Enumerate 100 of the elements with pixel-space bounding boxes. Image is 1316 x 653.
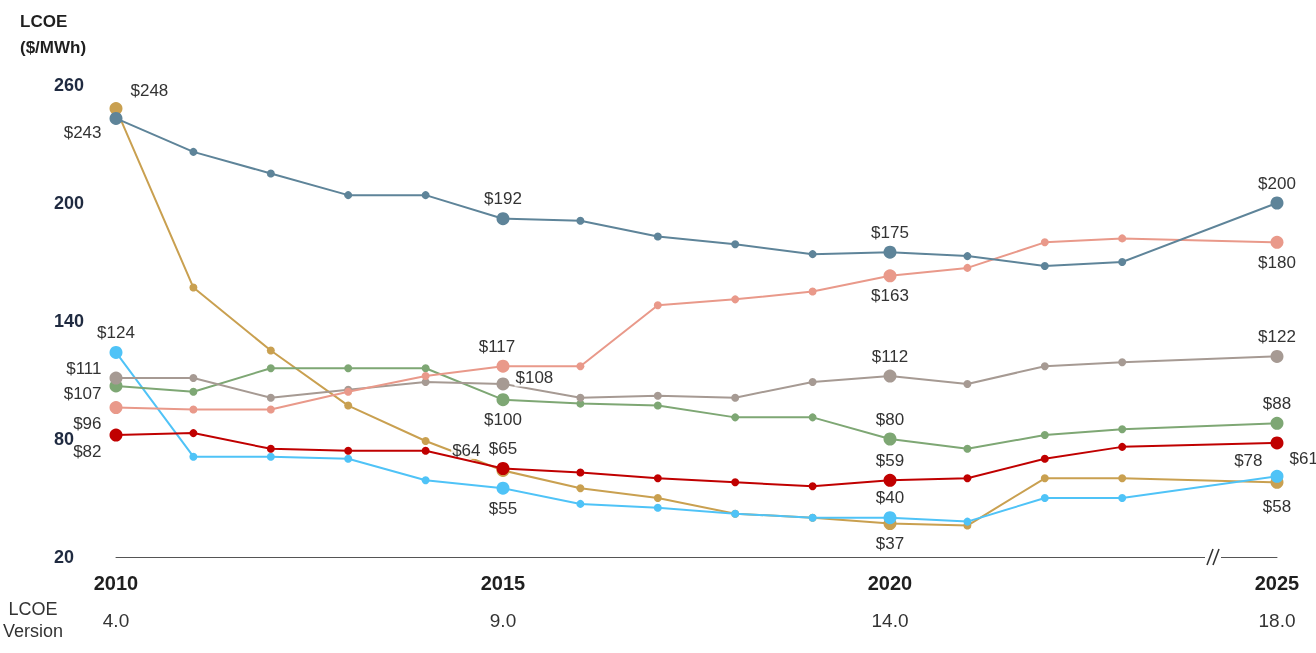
text: 14.0 — [871, 610, 909, 631]
data-label: $124 — [97, 322, 135, 342]
data-label: $243 — [63, 122, 102, 142]
point — [1118, 234, 1127, 243]
point — [1040, 494, 1049, 502]
data-label: $82 — [73, 441, 102, 461]
data-label: $107 — [63, 384, 102, 404]
y-tick-label: 80 — [54, 429, 75, 449]
point — [421, 191, 430, 200]
data-label: $175 — [871, 222, 909, 242]
point — [731, 478, 740, 487]
point — [731, 393, 740, 402]
point — [963, 379, 972, 388]
data-label: $88 — [1262, 393, 1292, 413]
point — [266, 405, 275, 414]
y-tick-label: 140 — [54, 311, 85, 331]
point — [1118, 258, 1127, 266]
point — [421, 436, 430, 445]
point — [731, 413, 740, 422]
data-label: $108 — [515, 368, 554, 388]
point — [266, 444, 275, 453]
point — [653, 401, 662, 410]
point — [1040, 261, 1049, 270]
data-label: $64 — [452, 440, 481, 460]
data-label: $192 — [484, 189, 522, 209]
text: 4.0 — [102, 610, 130, 631]
point — [576, 362, 585, 371]
point — [808, 287, 817, 296]
point — [963, 252, 972, 261]
point — [344, 364, 353, 373]
point — [189, 452, 198, 461]
data-label: $122 — [1258, 326, 1296, 346]
data-label: $112 — [871, 346, 909, 366]
y-axis-title: LCOE ($/MWh) — [20, 11, 87, 57]
data-label: $163 — [871, 286, 909, 306]
text: 9.0 — [489, 610, 517, 631]
point — [1118, 494, 1127, 502]
point — [653, 301, 662, 310]
y-tick-label: 260 — [54, 75, 85, 95]
point — [189, 405, 198, 414]
point — [731, 295, 740, 304]
x-tick-label: 2020 — [867, 572, 913, 594]
x-tick-label: 2025 — [1254, 572, 1300, 594]
data-label: $58 — [1262, 496, 1292, 516]
point — [421, 372, 430, 381]
point — [189, 283, 198, 292]
data-label: $55 — [488, 498, 518, 518]
point — [963, 444, 972, 453]
point — [1118, 474, 1127, 483]
x-tick-label: 2015 — [480, 572, 526, 594]
y-tick-label: 20 — [54, 547, 75, 567]
point — [1040, 431, 1049, 440]
point — [189, 147, 198, 156]
y-tick-label: 200 — [54, 193, 85, 213]
data-label: $111 — [66, 358, 102, 378]
point — [1118, 358, 1127, 367]
point — [189, 387, 198, 396]
point — [576, 484, 585, 493]
point — [344, 401, 353, 410]
point — [808, 482, 817, 491]
point — [266, 346, 275, 355]
data-label: $37 — [875, 534, 905, 554]
point — [344, 191, 353, 200]
data-label: $40 — [875, 488, 905, 508]
point — [653, 232, 662, 241]
data-label: $78 — [1234, 451, 1263, 471]
point — [344, 446, 353, 455]
point — [1040, 362, 1049, 371]
point — [731, 240, 740, 249]
data-label: $59 — [875, 450, 905, 470]
text: LCOE Version — [3, 599, 64, 641]
point — [653, 474, 662, 483]
point — [1118, 425, 1127, 434]
data-label: $100 — [484, 410, 522, 430]
point — [1040, 238, 1049, 247]
point — [963, 474, 972, 483]
x-tick-label: 2010 — [93, 572, 139, 594]
point — [808, 413, 817, 422]
point — [576, 393, 585, 402]
point — [808, 377, 817, 386]
point — [653, 391, 662, 400]
data-label: $180 — [1258, 252, 1296, 272]
point — [266, 452, 275, 461]
data-label: $65 — [488, 439, 518, 458]
data-label: $96 — [73, 414, 102, 434]
data-label: $80 — [875, 409, 905, 429]
data-label: $200 — [1258, 173, 1296, 193]
point — [344, 454, 353, 463]
point — [653, 494, 662, 502]
data-label: $117 — [478, 336, 516, 356]
point — [189, 374, 198, 383]
point — [1040, 474, 1049, 483]
point — [576, 468, 585, 477]
point — [808, 250, 817, 259]
point — [576, 499, 585, 508]
text: 18.0 — [1258, 610, 1296, 631]
point — [421, 364, 430, 373]
point — [653, 503, 662, 512]
point — [266, 364, 275, 373]
point — [1118, 442, 1127, 451]
